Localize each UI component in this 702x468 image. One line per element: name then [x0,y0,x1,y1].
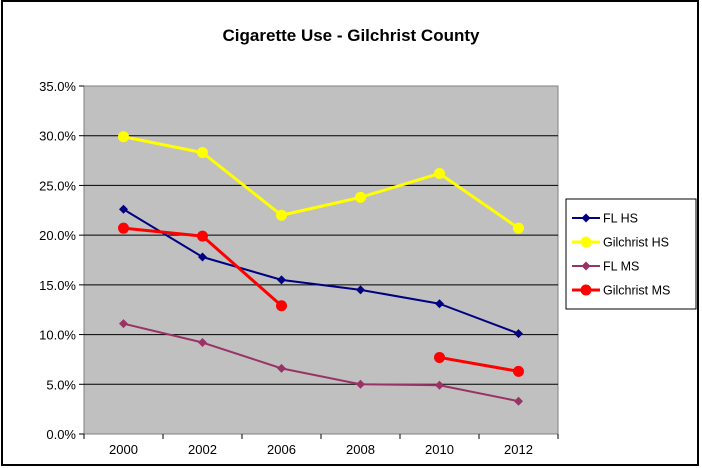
y-tick-label: 35.0% [39,79,76,94]
data-point-gilchrist-ms [276,300,287,312]
data-point-gilchrist-hs [118,131,129,143]
legend-label-gilchrist-hs: Gilchrist HS [603,236,669,250]
x-tick-label: 2000 [109,442,138,457]
x-tick-label: 2012 [504,442,533,457]
data-point-fl-ms [277,363,286,373]
series-line-gilchrist-ms [439,355,519,373]
x-tick-label: 2006 [267,442,296,457]
data-point-fl-ms [514,396,523,406]
data-point-gilchrist-ms [434,351,445,363]
legend-marker-fl-hs [581,213,591,223]
data-point-fl-hs [119,204,128,214]
series-line-fl-ms [123,322,519,403]
data-point-fl-hs [435,299,444,309]
y-tick-label: 25.0% [39,178,76,193]
data-point-gilchrist-hs [434,167,445,179]
x-tick-label: 2010 [425,442,454,457]
y-tick-label: 20.0% [39,228,76,243]
data-point-gilchrist-ms [118,222,129,234]
legend-label-fl-hs: FL HS [603,212,638,226]
legend: FL HS Gilchrist HS FL MS Gilchrist MS [565,198,697,310]
y-tick-label: 30.0% [39,129,76,144]
legend-label-fl-ms: FL MS [603,260,639,274]
data-point-fl-ms [435,380,444,390]
series-line-gilchrist-hs [123,135,520,230]
y-axis: 0.0% 5.0% 10.0% 15.0% 20.0% 25.0% 30.0% 35.0% [39,79,84,442]
data-point-gilchrist-ms [197,230,208,242]
data-point-gilchrist-hs [355,191,366,203]
data-point-fl-ms [198,338,207,348]
series-line-fl-hs [122,208,519,335]
data-point-fl-hs [356,285,365,295]
data-point-fl-ms [119,319,128,329]
data-point-gilchrist-hs [276,209,287,221]
plot-area [83,85,559,435]
data-point-gilchrist-ms [513,365,524,377]
data-point-fl-ms [356,379,365,389]
y-tick-label: 5.0% [46,377,76,392]
data-point-gilchrist-hs [197,147,208,159]
data-point-fl-hs [198,252,207,262]
series-group [118,131,524,406]
data-point-fl-hs [514,329,523,339]
y-tick-label: 0.0% [46,427,76,442]
data-point-fl-hs [277,275,286,285]
x-tick-label: 2002 [188,442,217,457]
legend-marker-gilchrist-hs [580,236,592,248]
y-tick-label: 15.0% [39,278,76,293]
legend-marker-fl-ms [581,261,591,271]
chart-title: Cigarette Use - Gilchrist County [222,26,480,45]
legend-label-gilchrist-ms: Gilchrist MS [603,284,670,298]
data-point-gilchrist-hs [513,222,524,234]
x-tick-label: 2008 [346,442,375,457]
y-tick-label: 10.0% [39,328,76,343]
legend-marker-gilchrist-ms [580,284,592,296]
x-axis: 2000 2002 2006 2008 2010 2012 [83,434,559,457]
